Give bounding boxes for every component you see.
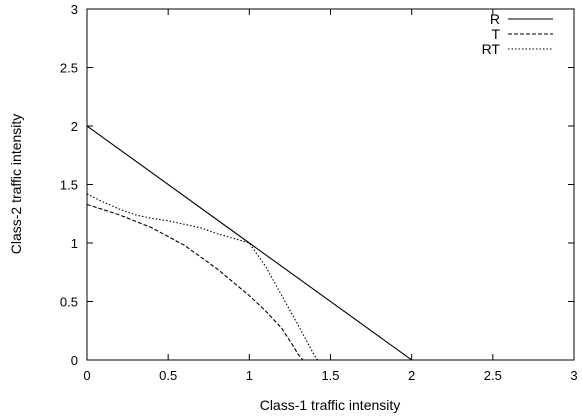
series-line-t (86, 203, 304, 361)
legend-label-r: R (490, 11, 500, 27)
y-tick-label: 0.5 (60, 295, 78, 310)
x-tick-label: 0.5 (159, 368, 177, 383)
x-tick-label: 3 (570, 368, 577, 383)
y-tick-label: 1 (71, 236, 78, 251)
y-tick-label: 3 (71, 2, 78, 17)
x-tick-label: 1.5 (321, 368, 339, 383)
legend-label-rt: RT (482, 41, 501, 57)
x-tick-label: 1 (246, 368, 253, 383)
x-tick-label: 2.5 (484, 368, 502, 383)
x-tick-label: 2 (408, 368, 415, 383)
series-line-r (86, 125, 574, 361)
x-tick-label: 0 (83, 368, 90, 383)
y-axis-label: Class-2 traffic intensity (8, 114, 24, 255)
y-tick-label: 2 (71, 119, 78, 134)
y-tick-label: 1.5 (60, 178, 78, 193)
plot-frame (86, 8, 575, 361)
x-axis-label: Class-1 traffic intensity (260, 397, 401, 413)
series-line-rt (86, 193, 318, 361)
y-tick-label: 2.5 (60, 61, 78, 76)
y-tick-label: 0 (71, 353, 78, 368)
legend-label-t: T (491, 26, 500, 42)
